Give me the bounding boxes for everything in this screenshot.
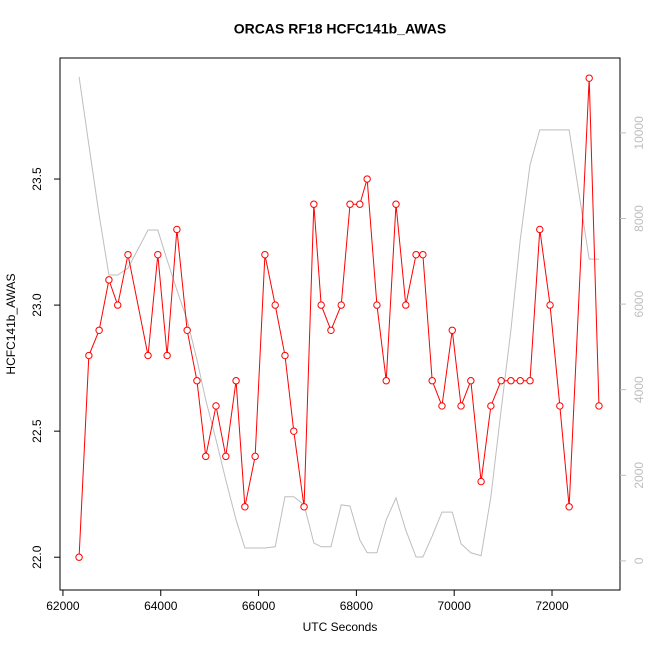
series-line bbox=[78, 76, 599, 558]
x-tick-label: 70000 bbox=[438, 599, 472, 613]
y-axis-label: HCFC141b_AWAS bbox=[4, 273, 18, 374]
data-point bbox=[85, 351, 93, 360]
data-point bbox=[497, 377, 505, 385]
data-point bbox=[382, 377, 390, 385]
y-tick-label: 22.0 bbox=[30, 545, 44, 569]
data-point bbox=[438, 402, 446, 410]
data-point bbox=[392, 200, 400, 208]
x-tick-label: 64000 bbox=[144, 599, 178, 613]
data-point bbox=[477, 477, 485, 486]
data-point bbox=[337, 301, 345, 309]
x-tick-label: 62000 bbox=[46, 599, 80, 613]
data-point bbox=[516, 377, 524, 385]
data-point bbox=[565, 503, 573, 511]
data-point bbox=[356, 200, 364, 208]
data-point bbox=[241, 503, 249, 511]
data-point bbox=[271, 301, 279, 309]
y2-tick-label: 10000 bbox=[632, 116, 646, 150]
data-point bbox=[363, 175, 371, 183]
data-point bbox=[232, 377, 240, 385]
data-point bbox=[163, 351, 171, 360]
data-point bbox=[105, 276, 113, 284]
y2-tick-label: 4000 bbox=[632, 376, 646, 403]
y-tick-label: 23.5 bbox=[30, 167, 44, 191]
plot-box bbox=[59, 57, 621, 591]
data-point bbox=[536, 225, 544, 234]
data-point bbox=[402, 301, 410, 309]
data-point bbox=[154, 250, 162, 259]
data-point bbox=[526, 377, 534, 385]
data-point bbox=[487, 402, 495, 410]
x-tick-label: 66000 bbox=[242, 599, 276, 613]
data-point bbox=[144, 351, 152, 360]
data-point bbox=[457, 402, 465, 410]
data-point bbox=[251, 452, 259, 461]
data-point bbox=[317, 301, 325, 309]
data-point bbox=[202, 452, 210, 461]
data-point bbox=[75, 553, 83, 561]
data-point bbox=[281, 351, 289, 360]
data-point bbox=[300, 503, 308, 511]
data-point bbox=[193, 377, 201, 385]
data-point bbox=[327, 326, 335, 335]
data-point bbox=[173, 225, 181, 234]
series-line bbox=[78, 78, 600, 558]
data-point bbox=[412, 250, 420, 259]
data-point bbox=[595, 402, 603, 410]
y-tick-label: 23.0 bbox=[30, 293, 44, 317]
data-point bbox=[212, 402, 220, 410]
data-point bbox=[467, 377, 475, 385]
data-point bbox=[290, 427, 298, 435]
data-point bbox=[261, 250, 269, 259]
y2-tick-label: 8000 bbox=[632, 205, 646, 232]
data-point bbox=[310, 200, 318, 208]
x-tick-label: 68000 bbox=[340, 599, 374, 613]
data-point bbox=[183, 326, 191, 335]
data-point bbox=[428, 377, 436, 385]
data-point bbox=[556, 402, 564, 410]
data-point bbox=[448, 326, 456, 335]
data-point bbox=[124, 250, 132, 259]
y2-tick-label: 2000 bbox=[632, 462, 646, 489]
data-point bbox=[419, 250, 427, 259]
x-tick-label: 72000 bbox=[535, 599, 569, 613]
y-tick-label: 22.5 bbox=[30, 419, 44, 443]
chart-title: ORCAS RF18 HCFC141b_AWAS bbox=[234, 21, 446, 37]
data-point bbox=[346, 200, 354, 208]
data-point bbox=[546, 301, 554, 309]
y2-tick-label: 6000 bbox=[632, 290, 646, 317]
data-point bbox=[95, 326, 103, 335]
data-point bbox=[585, 74, 593, 82]
data-point bbox=[114, 301, 122, 309]
data-point bbox=[222, 452, 230, 461]
x-axis-label: UTC Seconds bbox=[303, 620, 378, 634]
data-point bbox=[373, 301, 381, 309]
data-point bbox=[507, 377, 515, 385]
y2-tick-label: 0 bbox=[632, 557, 646, 564]
